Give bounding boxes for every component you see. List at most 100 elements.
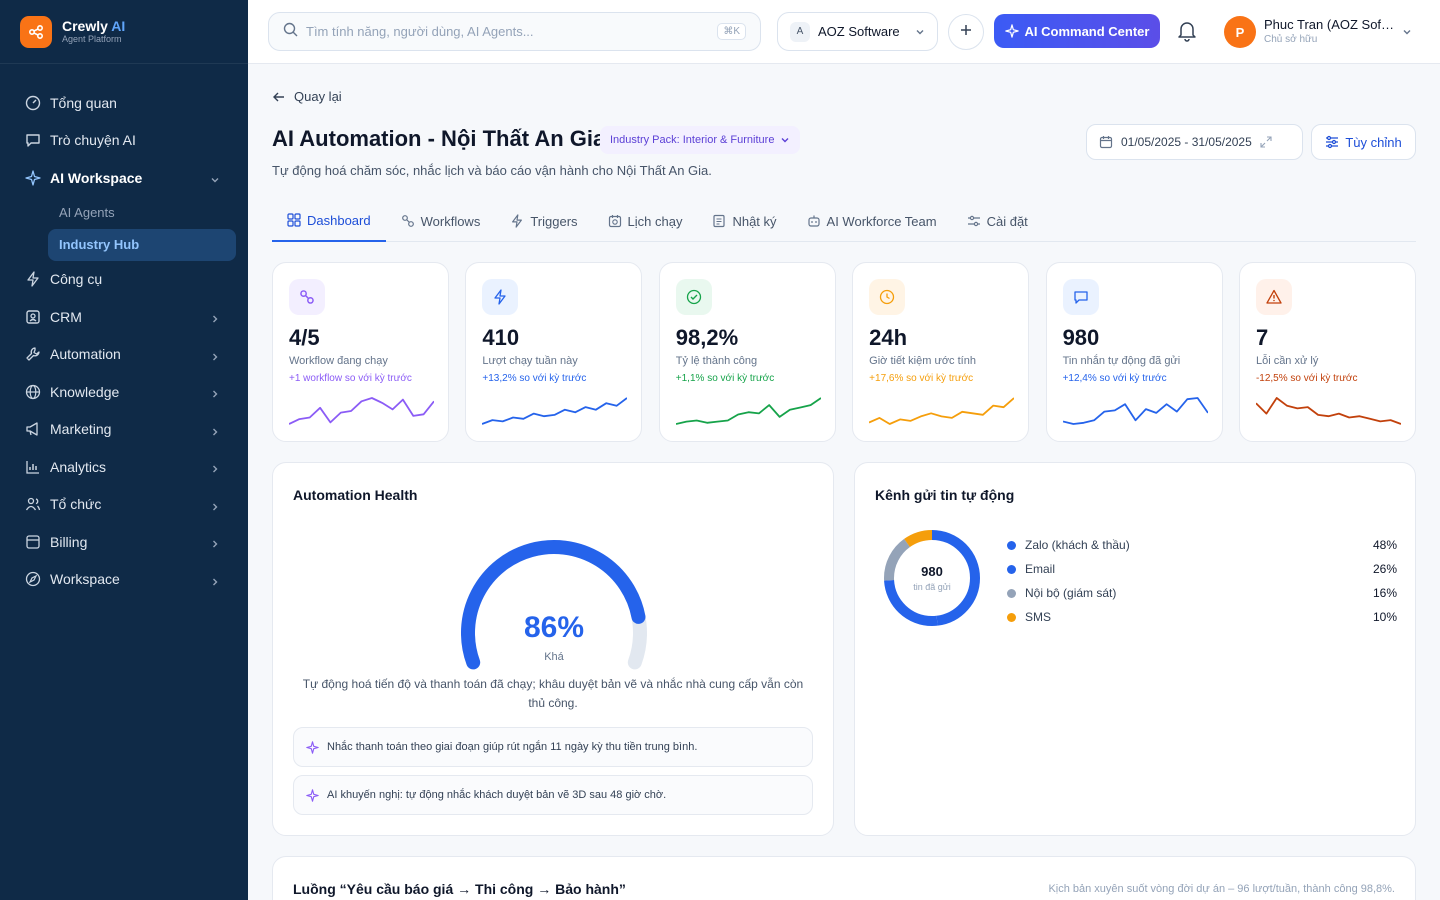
kpi-sparkline [289, 397, 434, 425]
kpi-card-messages[interactable]: 980 Tin nhắn tự động đã gửi +12,4% so vớ… [1045, 262, 1223, 442]
legend-dot [1007, 540, 1016, 550]
industry-pack-selector[interactable]: Industry Pack: Interior & Furniture [600, 126, 801, 154]
insight-item[interactable]: AI khuyến nghị: tự động nhắc khách duyệt… [293, 775, 813, 815]
check-circle-icon [675, 279, 712, 315]
tab-bar: Dashboard Workflows Triggers Lịch chạy N… [272, 200, 1416, 242]
tab-label: Cài đặt [986, 213, 1028, 229]
kpi-label: Giờ tiết kiệm ước tính [869, 355, 976, 367]
date-range-text: 01/05/2025 - 31/05/2025 [1121, 135, 1252, 149]
sidebar-subitem-ai-agents[interactable]: AI Agents [59, 205, 115, 220]
flow-note: Kịch bản xuyên suốt vòng đời dự án – 96 … [1048, 883, 1395, 895]
workflow-icon [289, 279, 325, 315]
calendar-clock-icon [608, 214, 622, 228]
sidebar-item-ai-workspace[interactable]: AI Workspace [0, 159, 248, 197]
donut-slice[interactable] [884, 530, 980, 626]
brand[interactable]: Crewly AI Agent Platform [0, 0, 248, 64]
kpi-label: Lỗi cần xử lý [1255, 355, 1319, 367]
sidebar: Crewly AI Agent Platform Tổng quan Trò c… [0, 0, 248, 900]
sparkle-icon [24, 169, 42, 187]
kpi-card-workflows[interactable]: 4/5 Workflow đang chạy +1 workflow so vớ… [272, 262, 449, 442]
tab-label: Workflows [420, 213, 481, 229]
ai-command-center-button[interactable]: AI Command Center [994, 14, 1160, 48]
back-link[interactable]: Quay lại [272, 89, 342, 104]
sidebar-item-label: Trò chuyện AI [50, 132, 136, 149]
sidebar-item-cong-cu[interactable]: Công cụ [0, 261, 248, 299]
customize-button[interactable]: Tùy chỉnh [1311, 124, 1416, 160]
sparkline-path [869, 397, 1015, 425]
sidebar-item-to-chuc[interactable]: Tổ chức [0, 486, 248, 524]
insight-item[interactable]: Nhắc thanh toán theo giai đoạn giúp rút … [293, 727, 813, 767]
date-range-picker[interactable]: 01/05/2025 - 31/05/2025 [1086, 124, 1303, 160]
sidebar-item-tro-chuyen-ai[interactable]: Trò chuyện AI [0, 122, 248, 160]
tab-ai-workforce-team[interactable]: AI Workforce Team [792, 200, 952, 242]
search-input[interactable]: Tìm tính năng, người dùng, AI Agents... … [268, 12, 761, 51]
tab-workflows[interactable]: Workflows [386, 200, 496, 242]
bell-icon[interactable] [1176, 19, 1198, 48]
card-title: Automation Health [293, 487, 418, 503]
sparkline-path [289, 397, 434, 425]
arrow-left-icon [272, 90, 286, 104]
kpi-card-time-saved[interactable]: 24h Giờ tiết kiệm ước tính +17,6% so với… [852, 262, 1030, 442]
back-label: Quay lại [294, 89, 342, 104]
brand-name: Crewly AI [62, 18, 126, 34]
org-selector[interactable]: A AOZ Software [777, 12, 938, 51]
tab-lich-chay[interactable]: Lịch chạy [593, 200, 698, 242]
contact-icon [24, 308, 42, 326]
industry-pack-label: Industry Pack: Interior & Furniture [610, 134, 775, 146]
sidebar-item-marketing[interactable]: Marketing [0, 411, 248, 449]
kpi-card-runs[interactable]: 410 Lượt chạy tuần này +13,2% so với kỳ … [465, 262, 643, 442]
kpi-value: 4/5 [289, 325, 320, 350]
brand-subtitle: Agent Platform [62, 34, 122, 44]
channel-legend: Zalo (khách & thầu) 48% Email 26% Nội bộ… [1007, 533, 1397, 629]
donut-slice[interactable] [884, 530, 980, 626]
sidebar-item-tong-quan[interactable]: Tổng quan [0, 84, 248, 122]
sidebar-item-automation[interactable]: Automation [0, 336, 248, 374]
sidebar-item-knowledge[interactable]: Knowledge [0, 373, 248, 411]
customize-label: Tùy chỉnh [1345, 134, 1402, 150]
legend-dot [1007, 564, 1016, 574]
legend-item: Zalo (khách & thầu) 48% [1007, 533, 1397, 557]
kpi-sparkline [1255, 397, 1401, 425]
sparkline-path [1255, 397, 1401, 425]
tab-triggers[interactable]: Triggers [495, 200, 592, 242]
sidebar-item-label: Billing [50, 533, 88, 550]
sidebar-item-label: Marketing [50, 421, 112, 438]
kpi-card-success-rate[interactable]: 98,2% Tỷ lệ thành công +1,1% so với kỳ t… [658, 262, 836, 442]
org-badge: A [790, 21, 810, 42]
tab-nhat-ky[interactable]: Nhật ký [697, 200, 791, 242]
sidebar-item-crm[interactable]: CRM [0, 298, 248, 336]
bolt-icon [482, 279, 519, 315]
sidebar-subitem-industry-hub[interactable]: Industry Hub [48, 228, 236, 261]
tab-label: Nhật ký [732, 213, 777, 229]
workflow-icon [401, 214, 415, 228]
sparkle-icon [1004, 24, 1019, 38]
chevron-right-icon [210, 311, 220, 327]
tab-label: AI Workforce Team [826, 213, 937, 229]
user-menu[interactable]: P Phuc Tran (AOZ Software) Chủ sở hữu [1224, 14, 1414, 50]
tab-dashboard[interactable]: Dashboard [272, 200, 386, 242]
message-icon [1062, 279, 1099, 315]
sidebar-item-analytics[interactable]: Analytics [0, 448, 248, 486]
add-button[interactable] [948, 14, 984, 50]
chevron-right-icon [210, 536, 220, 552]
chevron-right-icon [210, 574, 220, 590]
kpi-delta: -12,5% so với kỳ trước [1255, 373, 1358, 384]
bolt-icon [24, 270, 42, 288]
legend-percent: 16% [1372, 586, 1397, 600]
logo-icon [20, 15, 52, 48]
donut-total: 980 [921, 564, 943, 579]
kpi-delta: +1 workflow so với kỳ trước [289, 373, 412, 384]
donut-slice[interactable] [884, 530, 980, 626]
sidebar-nav: Tổng quan Trò chuyện AI AI Workspace AI … [0, 64, 248, 598]
kpi-label: Tỷ lệ thành công [675, 355, 758, 367]
legend-percent: 10% [1372, 610, 1397, 624]
sidebar-item-billing[interactable]: Billing [0, 523, 248, 561]
plus-icon [959, 23, 973, 42]
insight-text: Nhắc thanh toán theo giai đoạn giúp rút … [327, 741, 698, 753]
legend-dot [1007, 612, 1016, 622]
kpi-card-errors[interactable]: 7 Lỗi cần xử lý -12,5% so với kỳ trước [1238, 262, 1416, 442]
kpi-delta: +12,4% so với kỳ trước [1062, 373, 1167, 384]
sidebar-item-workspace[interactable]: Workspace [0, 561, 248, 599]
tab-cai-dat[interactable]: Cài đặt [952, 200, 1043, 242]
automation-health-card: Automation Health 86% Khá Tự động hoá ti… [272, 462, 834, 836]
